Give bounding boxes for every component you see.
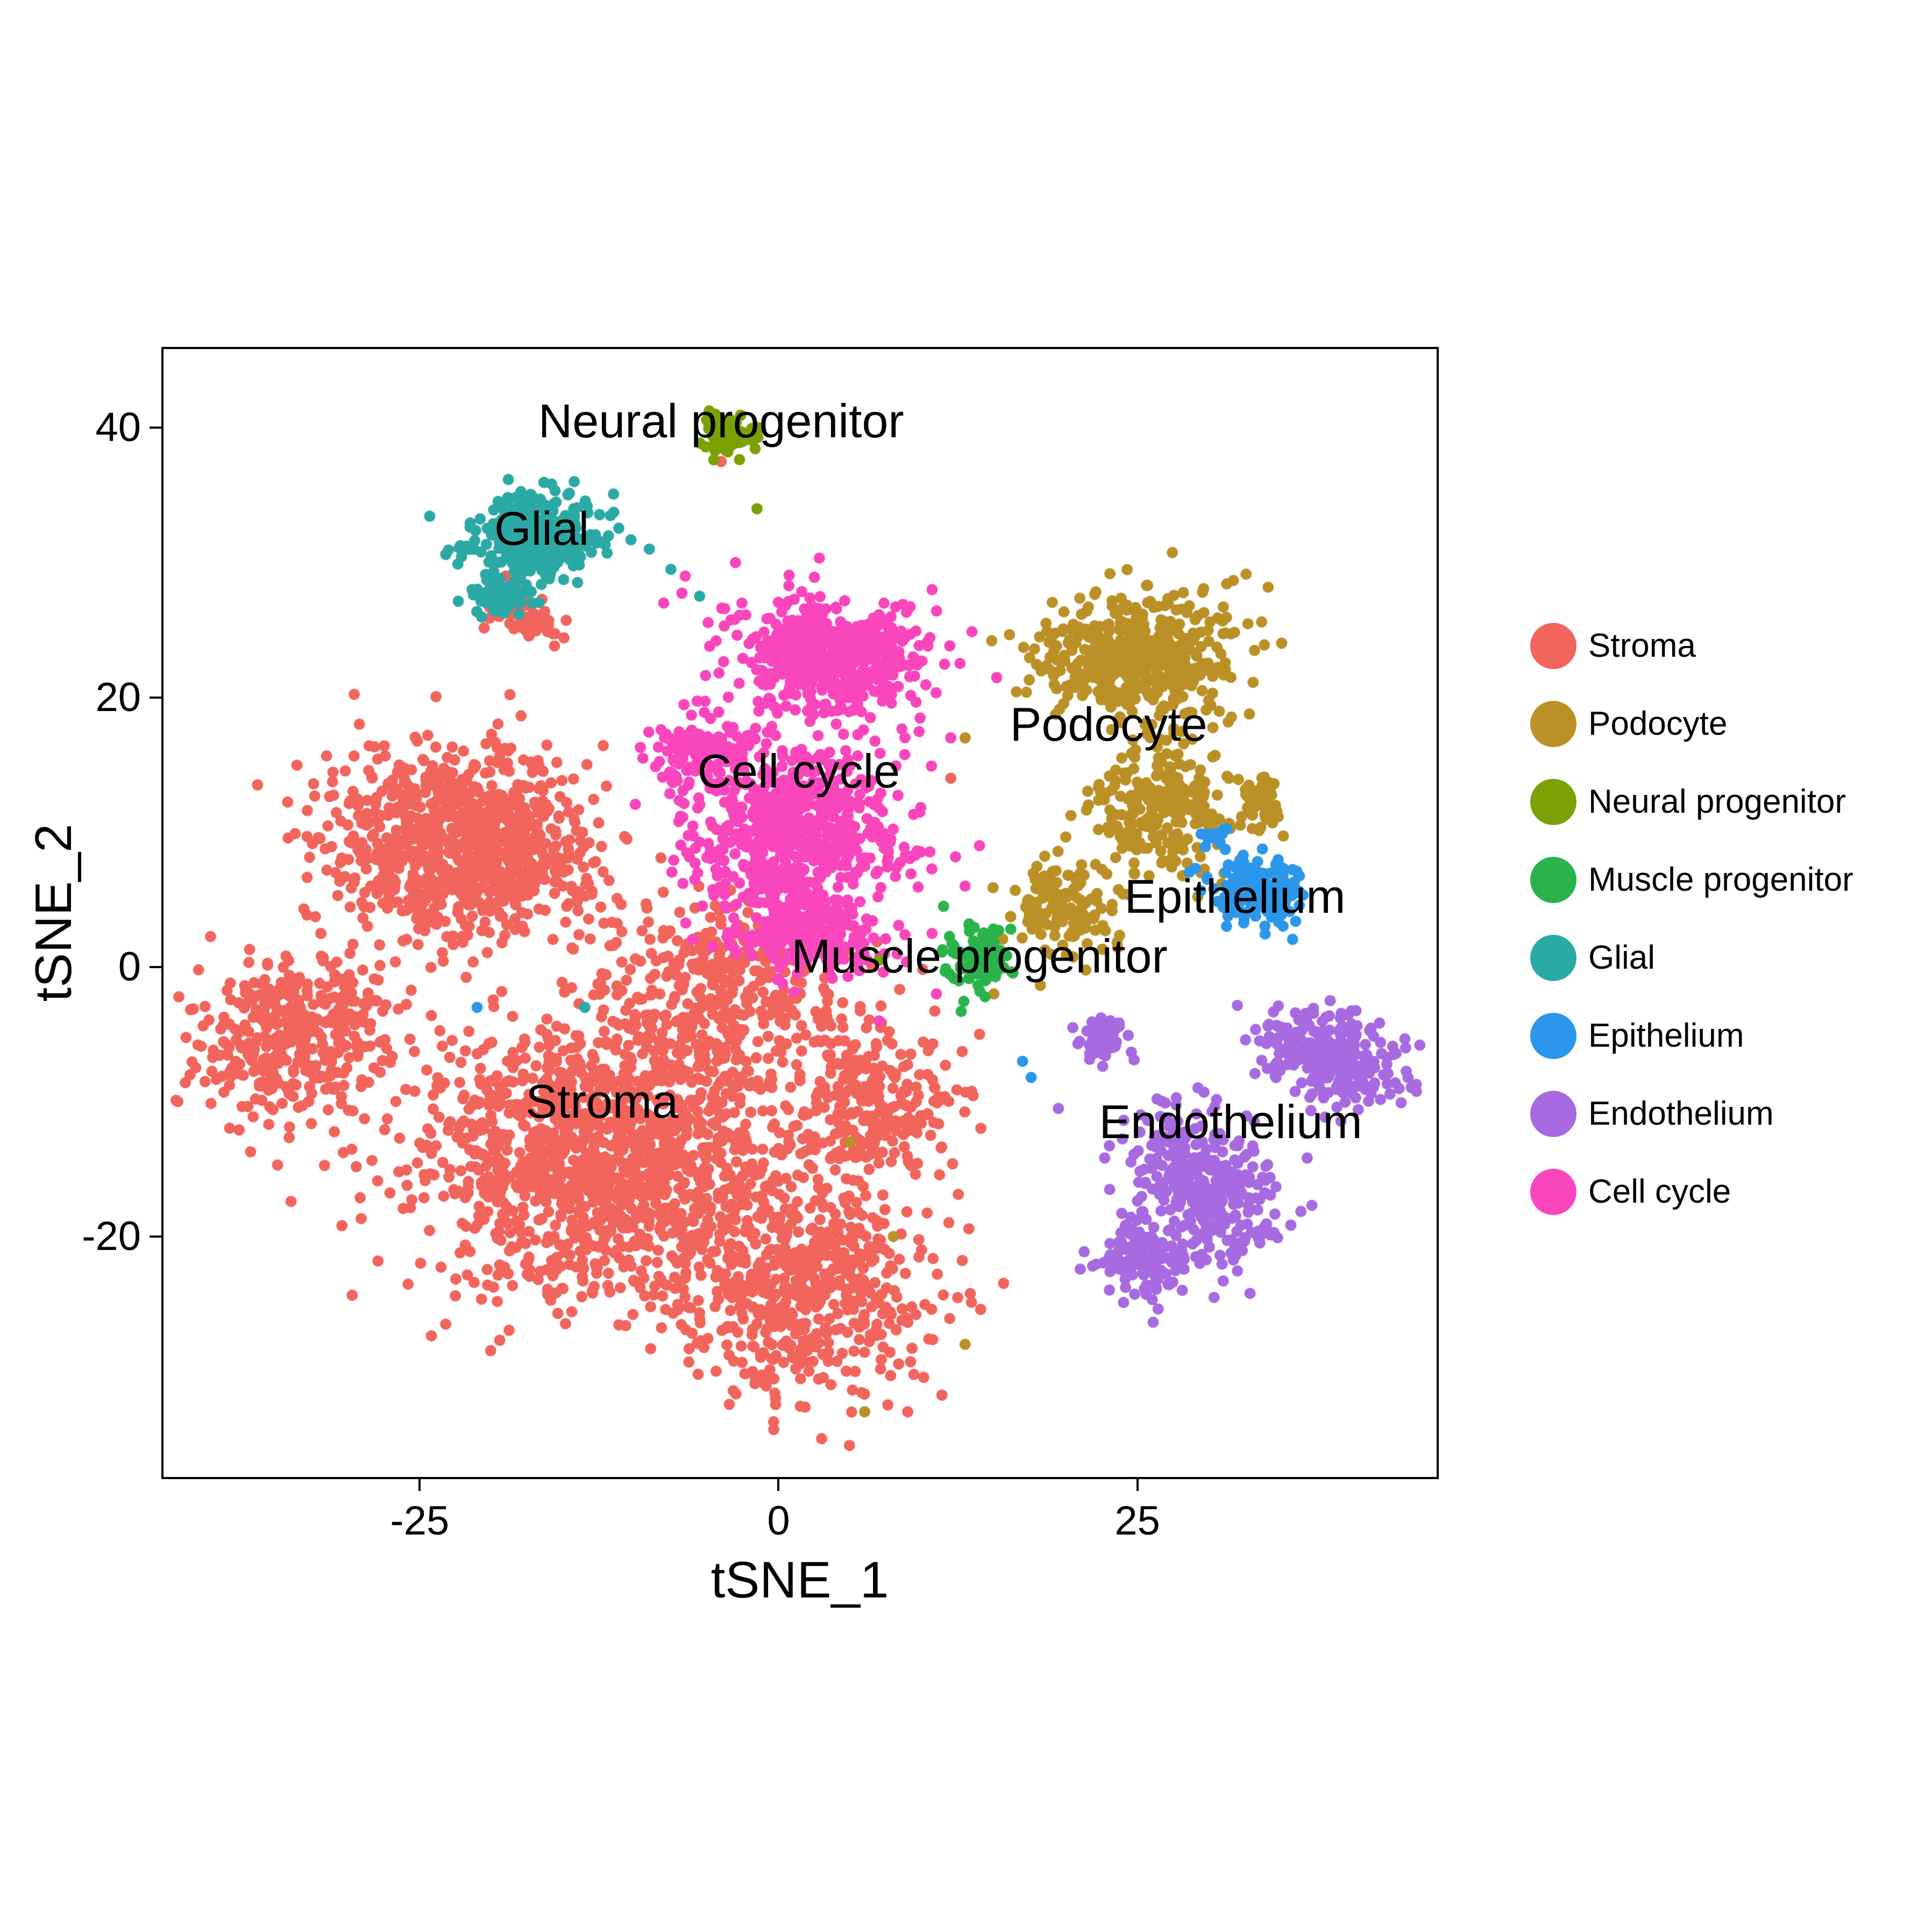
legend-item-glial: Glial bbox=[1530, 919, 1853, 997]
legend-swatch-icon bbox=[1530, 1012, 1576, 1059]
legend-item-label: Podocyte bbox=[1588, 705, 1728, 742]
cluster-label-glial: Glial bbox=[494, 502, 589, 556]
x-axis-tick-mark bbox=[777, 1479, 780, 1491]
legend-item-label: Muscle progenitor bbox=[1588, 861, 1853, 898]
legend-item-epithelium: Epithelium bbox=[1530, 997, 1853, 1075]
y-axis-tick-label: 40 bbox=[95, 404, 141, 451]
legend-swatch-icon bbox=[1530, 856, 1576, 903]
cluster-label-cell-cycle: Cell cycle bbox=[697, 744, 900, 798]
legend-item-cell-cycle: Cell cycle bbox=[1530, 1153, 1853, 1231]
y-axis-tick-label: 0 bbox=[118, 943, 141, 990]
legend: Stroma Podocyte Neural progenitor Muscle pr… bbox=[1530, 607, 1853, 1231]
legend-swatch-icon bbox=[1530, 778, 1576, 825]
legend-item-label: Endothelium bbox=[1588, 1095, 1774, 1132]
legend-swatch-icon bbox=[1530, 1168, 1576, 1215]
x-axis-title: tSNE_1 bbox=[711, 1551, 889, 1609]
legend-item-label: Neural progenitor bbox=[1588, 783, 1846, 820]
legend-swatch-icon bbox=[1530, 700, 1576, 747]
legend-item-podocyte: Podocyte bbox=[1530, 685, 1853, 763]
x-axis-tick-label: -25 bbox=[390, 1498, 450, 1544]
x-axis-tick-label: 0 bbox=[767, 1498, 790, 1544]
plot-panel bbox=[161, 347, 1439, 1479]
x-axis-tick-label: 25 bbox=[1114, 1498, 1160, 1544]
legend-item-label: Cell cycle bbox=[1588, 1173, 1731, 1210]
cluster-label-endothelium: Endothelium bbox=[1099, 1095, 1362, 1148]
y-axis-tick-mark bbox=[150, 965, 161, 968]
legend-item-muscle-progenitor: Muscle progenitor bbox=[1530, 841, 1853, 919]
cluster-label-muscle-progenitor: Muscle progenitor bbox=[791, 929, 1168, 983]
legend-item-neural-progenitor: Neural progenitor bbox=[1530, 763, 1853, 841]
legend-item-label: Stroma bbox=[1588, 627, 1696, 664]
cluster-label-stroma: Stroma bbox=[525, 1075, 679, 1128]
legend-item-endothelium: Endothelium bbox=[1530, 1075, 1853, 1153]
x-axis-tick-mark bbox=[418, 1479, 421, 1491]
y-axis-tick-mark bbox=[150, 696, 161, 699]
legend-item-label: Epithelium bbox=[1588, 1017, 1744, 1054]
y-axis-tick-mark bbox=[150, 1235, 161, 1238]
y-axis-title: tSNE_2 bbox=[25, 823, 82, 1002]
legend-item-stroma: Stroma bbox=[1530, 607, 1853, 685]
legend-swatch-icon bbox=[1530, 934, 1576, 981]
cluster-label-neural-progenitor: Neural progenitor bbox=[538, 394, 904, 448]
x-axis-tick-mark bbox=[1136, 1479, 1139, 1491]
y-axis-tick-label: 20 bbox=[95, 674, 141, 720]
legend-swatch-icon bbox=[1530, 622, 1576, 669]
cluster-label-podocyte: Podocyte bbox=[1010, 697, 1208, 751]
legend-swatch-icon bbox=[1530, 1090, 1576, 1137]
y-axis-tick-mark bbox=[150, 427, 161, 429]
legend-item-label: Glial bbox=[1588, 939, 1656, 976]
y-axis-tick-label: -20 bbox=[82, 1213, 141, 1259]
cluster-label-epithelium: Epithelium bbox=[1124, 870, 1346, 924]
